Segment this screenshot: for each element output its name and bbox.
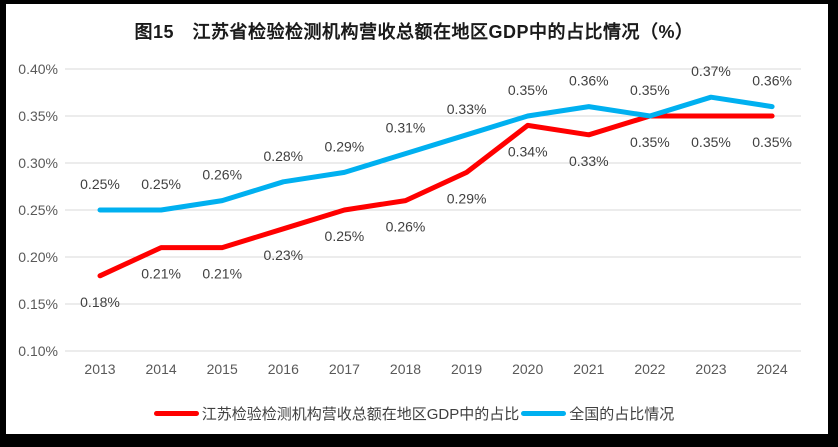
data-label: 0.29% <box>447 190 487 206</box>
x-tick-label: 2021 <box>573 361 604 377</box>
series-line-jiangsu <box>97 113 775 279</box>
data-label: 0.26% <box>386 219 426 235</box>
y-tick-label: 0.20% <box>18 249 58 265</box>
data-label: 0.25% <box>80 176 120 192</box>
legend-item-jiangsu: 江苏检验检测机构营收总额在地区GDP中的占比 <box>153 403 520 424</box>
data-label: 0.28% <box>263 148 303 164</box>
data-label: 0.25% <box>141 176 181 192</box>
data-label: 0.25% <box>325 228 365 244</box>
legend-label-jiangsu: 江苏检验检测机构营收总额在地区GDP中的占比 <box>201 406 520 423</box>
data-label: 0.18% <box>80 294 120 310</box>
x-tick-label: 2015 <box>207 361 238 377</box>
data-label: 0.35% <box>508 82 548 98</box>
data-label: 0.23% <box>263 247 303 263</box>
x-tick-label: 2022 <box>634 361 665 377</box>
y-tick-label: 0.25% <box>18 202 58 218</box>
x-tick-label: 2017 <box>329 361 360 377</box>
data-label: 0.35% <box>630 82 670 98</box>
data-label: 0.26% <box>202 167 242 183</box>
legend-line-blue-icon <box>521 411 567 416</box>
x-tick-label: 2018 <box>390 361 421 377</box>
legend: 江苏检验检测机构营收总额在地区GDP中的占比 全国的占比情况 <box>0 403 828 424</box>
x-tick-label: 2020 <box>512 361 543 377</box>
series-line-national <box>97 94 775 213</box>
y-tick-label: 0.30% <box>18 155 58 171</box>
data-label: 0.37% <box>691 63 731 79</box>
data-label: 0.33% <box>447 101 487 117</box>
data-label: 0.34% <box>508 143 548 159</box>
data-label: 0.29% <box>325 138 365 154</box>
legend-label-national: 全国的占比情况 <box>569 406 675 423</box>
chart-background <box>6 4 828 434</box>
legend-item-national: 全国的占比情况 <box>521 403 674 424</box>
chart-title: 图15 江苏省检验检测机构营收总额在地区GDP中的占比情况（%） <box>134 22 694 42</box>
data-label: 0.35% <box>691 134 731 150</box>
y-tick-label: 0.40% <box>18 61 58 77</box>
data-label: 0.36% <box>569 73 609 89</box>
data-label: 0.36% <box>752 73 792 89</box>
data-label: 0.35% <box>752 134 792 150</box>
data-label: 0.35% <box>630 134 670 150</box>
x-tick-label: 2019 <box>451 361 482 377</box>
x-tick-label: 2014 <box>146 361 177 377</box>
y-tick-label: 0.10% <box>18 343 58 359</box>
y-tick-label: 0.15% <box>18 296 58 312</box>
data-label: 0.21% <box>202 266 242 282</box>
data-label: 0.33% <box>569 153 609 169</box>
data-label: 0.31% <box>386 120 426 136</box>
x-tick-label: 2024 <box>757 361 788 377</box>
y-tick-label: 0.35% <box>18 108 58 124</box>
legend-line-red-icon <box>153 411 199 416</box>
x-tick-label: 2013 <box>84 361 115 377</box>
x-tick-label: 2023 <box>695 361 726 377</box>
data-label: 0.21% <box>141 266 181 282</box>
x-tick-label: 2016 <box>268 361 299 377</box>
